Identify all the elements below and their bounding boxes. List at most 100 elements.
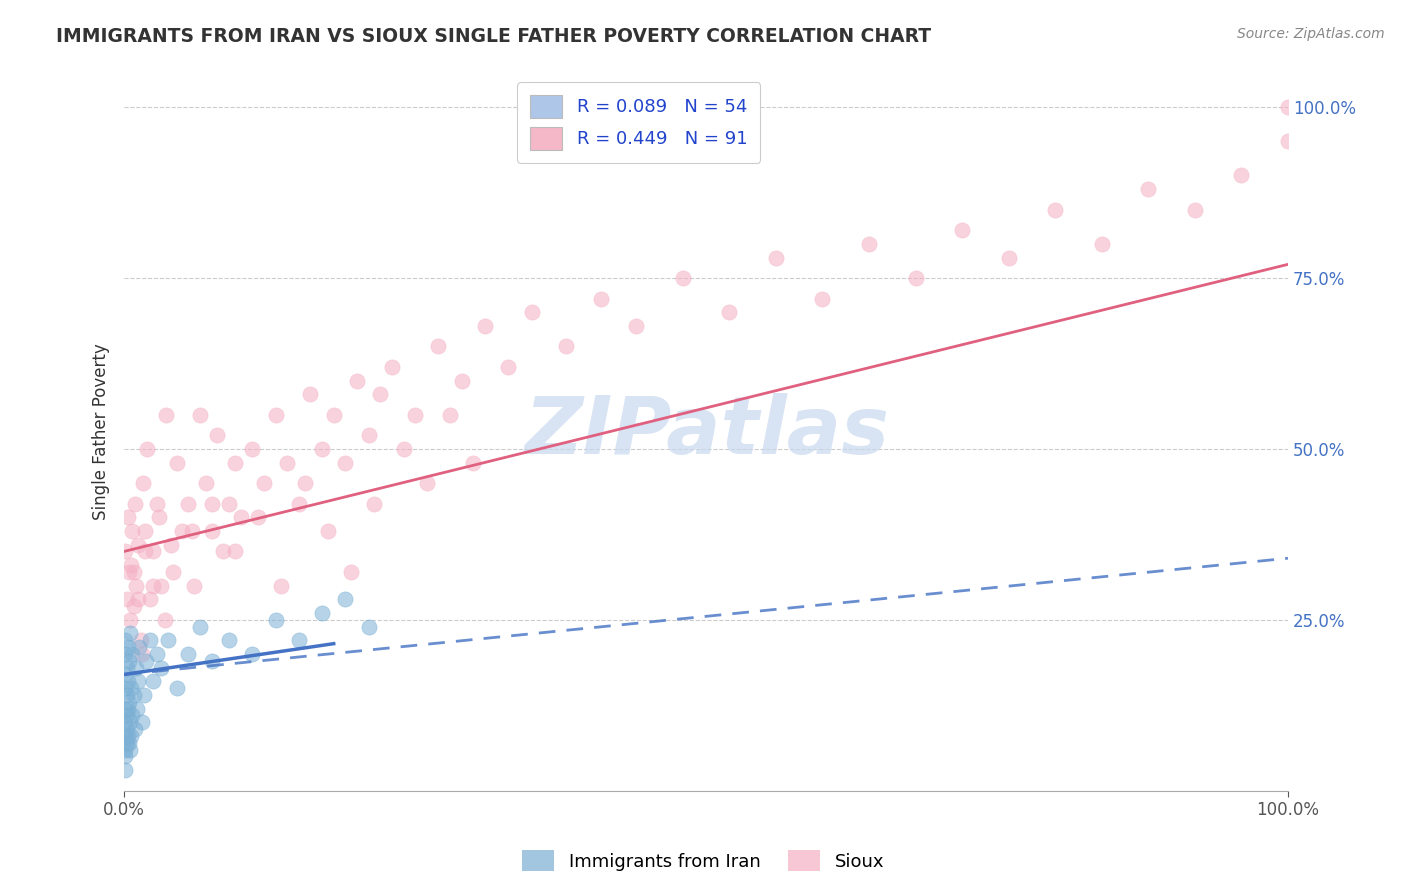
Point xyxy=(121,524,143,538)
Point xyxy=(240,442,263,456)
Point xyxy=(194,476,217,491)
Point xyxy=(224,544,246,558)
Point xyxy=(626,318,648,333)
Point xyxy=(131,715,153,730)
Point xyxy=(166,681,188,695)
Point xyxy=(183,578,205,592)
Y-axis label: Single Father Poverty: Single Father Poverty xyxy=(93,343,110,520)
Point xyxy=(177,497,200,511)
Point xyxy=(114,729,136,743)
Point xyxy=(117,640,139,654)
Point xyxy=(858,236,880,251)
Point xyxy=(127,592,149,607)
Point xyxy=(224,456,246,470)
Point xyxy=(118,695,141,709)
Point xyxy=(416,476,439,491)
Point xyxy=(114,701,136,715)
Point xyxy=(811,292,834,306)
Point xyxy=(950,223,973,237)
Point xyxy=(135,654,157,668)
Point xyxy=(117,510,139,524)
Point xyxy=(118,736,141,750)
Point xyxy=(166,456,188,470)
Point xyxy=(591,292,613,306)
Point xyxy=(200,654,222,668)
Point xyxy=(114,647,136,661)
Point xyxy=(357,428,380,442)
Point xyxy=(288,497,311,511)
Point xyxy=(115,660,138,674)
Point xyxy=(392,442,415,456)
Point xyxy=(114,667,136,681)
Point xyxy=(335,456,357,470)
Point xyxy=(142,578,165,592)
Point xyxy=(311,442,333,456)
Point xyxy=(253,476,276,491)
Point xyxy=(121,708,143,723)
Point xyxy=(155,408,177,422)
Point xyxy=(672,271,695,285)
Point xyxy=(381,359,404,374)
Point xyxy=(218,633,240,648)
Point xyxy=(142,674,165,689)
Point xyxy=(128,640,150,654)
Point xyxy=(904,271,927,285)
Point xyxy=(118,565,141,579)
Point xyxy=(1091,236,1114,251)
Point xyxy=(118,613,141,627)
Point xyxy=(299,387,322,401)
Point xyxy=(172,524,194,538)
Point xyxy=(247,510,270,524)
Point xyxy=(115,592,138,607)
Point xyxy=(264,408,287,422)
Point xyxy=(177,647,200,661)
Point xyxy=(148,510,170,524)
Point xyxy=(229,510,252,524)
Point xyxy=(357,619,380,633)
Point xyxy=(718,305,741,319)
Point xyxy=(180,524,202,538)
Point xyxy=(340,565,363,579)
Point xyxy=(127,537,149,551)
Point xyxy=(294,476,316,491)
Point xyxy=(114,681,136,695)
Point xyxy=(150,578,173,592)
Text: Source: ZipAtlas.com: Source: ZipAtlas.com xyxy=(1237,27,1385,41)
Legend: Immigrants from Iran, Sioux: Immigrants from Iran, Sioux xyxy=(515,843,891,879)
Text: IMMIGRANTS FROM IRAN VS SIOUX SINGLE FATHER POVERTY CORRELATION CHART: IMMIGRANTS FROM IRAN VS SIOUX SINGLE FAT… xyxy=(56,27,931,45)
Point xyxy=(118,654,141,668)
Point xyxy=(120,558,142,572)
Point xyxy=(117,729,139,743)
Point xyxy=(240,647,263,661)
Point xyxy=(439,408,461,422)
Point xyxy=(118,742,141,756)
Point xyxy=(218,497,240,511)
Point xyxy=(125,660,148,674)
Point xyxy=(114,633,136,648)
Point xyxy=(363,497,385,511)
Point xyxy=(118,715,141,730)
Point xyxy=(114,742,136,756)
Point xyxy=(335,592,357,607)
Point xyxy=(368,387,391,401)
Point xyxy=(427,339,450,353)
Point xyxy=(125,701,148,715)
Point xyxy=(136,442,159,456)
Point xyxy=(129,633,152,648)
Point xyxy=(463,456,485,470)
Point xyxy=(450,374,472,388)
Point xyxy=(311,606,333,620)
Point xyxy=(555,339,578,353)
Point xyxy=(496,359,519,374)
Point xyxy=(200,524,222,538)
Point xyxy=(1277,134,1299,148)
Point xyxy=(115,736,138,750)
Point xyxy=(115,688,138,702)
Point xyxy=(153,613,176,627)
Point xyxy=(1277,100,1299,114)
Point xyxy=(120,681,142,695)
Point xyxy=(125,578,148,592)
Point xyxy=(150,660,173,674)
Point xyxy=(142,544,165,558)
Point xyxy=(1230,169,1253,183)
